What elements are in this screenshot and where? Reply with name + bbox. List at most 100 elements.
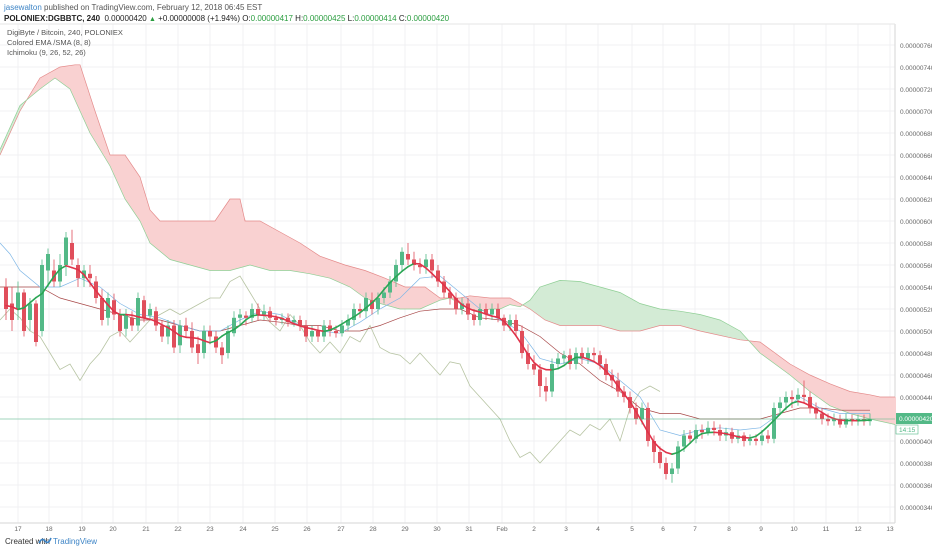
ema-segment: [317, 329, 325, 333]
ema-segment: [443, 284, 451, 293]
candle-body: [28, 303, 32, 320]
cloud-segment: [592, 284, 594, 326]
ema-segment: [227, 328, 235, 334]
ema-segment: [149, 318, 157, 323]
cloud-segment: [114, 155, 116, 180]
cloud-segment: [192, 221, 194, 267]
cloud-segment: [602, 287, 604, 327]
cloud-segment: [158, 218, 160, 252]
candle-body: [220, 347, 224, 356]
cloud-segment: [510, 298, 512, 306]
cloud-segment: [796, 367, 798, 382]
cloud-segment: [34, 84, 36, 94]
cloud-segment: [436, 295, 438, 302]
cloud-segment: [676, 310, 678, 326]
ema-segment: [143, 317, 151, 321]
x-tick-label: 3: [564, 526, 568, 533]
cloud-segment: [392, 281, 394, 308]
candle-body: [286, 317, 290, 323]
candle-body: [112, 300, 116, 315]
cloud-segment: [356, 268, 358, 293]
cloud-segment: [552, 282, 554, 324]
cloud-segment: [88, 89, 90, 133]
cloud-segment: [376, 274, 378, 303]
cloud-segment: [590, 284, 592, 326]
cloud-segment: [406, 287, 408, 309]
ema-segment: [419, 263, 427, 269]
x-tick-label: 21: [142, 526, 150, 533]
ema-segment: [701, 431, 709, 435]
x-tick-label: 22: [174, 526, 182, 533]
candle-body: [136, 298, 140, 326]
x-tick-label: 5: [630, 526, 634, 533]
cloud-segment: [542, 285, 544, 320]
cloud-segment: [858, 392, 860, 417]
cloud-segment: [660, 309, 662, 326]
cloud-segment: [784, 359, 786, 373]
cloud-segment: [336, 261, 338, 282]
cloud-segment: [852, 391, 854, 415]
x-tick-label: 13: [886, 526, 894, 533]
cloud-segment: [238, 199, 240, 269]
cloud-segment: [706, 316, 708, 333]
tradingview-brand[interactable]: TradingView: [53, 537, 98, 546]
cloud-segment: [488, 297, 490, 310]
cloud-segment: [362, 269, 364, 298]
cloud-segment: [650, 306, 652, 329]
ema-segment: [281, 317, 289, 322]
ema-segment: [611, 376, 619, 387]
candle-body: [262, 311, 266, 315]
cloud-segment: [808, 373, 810, 392]
candle-body: [568, 355, 572, 364]
cloud-segment: [604, 288, 606, 328]
ema-segment: [749, 435, 757, 439]
author-link[interactable]: jasewalton: [4, 3, 42, 12]
ema-segment: [785, 402, 793, 409]
y-tick-label: 0.00000580: [900, 241, 932, 248]
ema-segment: [401, 265, 409, 273]
cloud-segment: [210, 221, 212, 271]
cloud-segment: [252, 221, 254, 267]
y-tick-label: 0.00000660: [900, 153, 932, 160]
cloud-segment: [850, 391, 852, 415]
cloud-segment: [692, 313, 694, 330]
x-tick-label: 4: [596, 526, 600, 533]
cloud-segment: [306, 246, 308, 274]
cloud-segment: [202, 221, 204, 269]
cloud-segment: [270, 226, 272, 271]
cloud-segment: [300, 243, 302, 273]
cloud-segment: [470, 295, 472, 310]
cloud-segment: [68, 65, 70, 89]
cloud-segment: [688, 312, 690, 329]
price-chart[interactable]: 0.00000760 0.00000740 0.00000720 0.00000700…: [0, 0, 932, 533]
candle-body: [712, 427, 716, 430]
cloud-segment: [360, 269, 362, 296]
ema-segment: [815, 408, 823, 414]
cloud-segment: [90, 95, 92, 137]
candle-body: [196, 344, 200, 353]
candle-body: [706, 427, 710, 433]
cloud-segment: [172, 221, 174, 261]
y-tick-label: 0.00000540: [900, 285, 932, 292]
cloud-segment: [118, 155, 120, 188]
cloud-segment: [512, 299, 514, 306]
cloud-segment: [424, 287, 426, 308]
ema-segment: [41, 284, 49, 295]
cloud-segment: [32, 87, 34, 96]
cloud-segment: [420, 287, 422, 309]
cloud-segment: [248, 221, 250, 266]
candle-body: [598, 355, 602, 364]
candle-body: [16, 292, 20, 309]
ema-segment: [659, 447, 667, 454]
candle-body: [688, 435, 692, 439]
candle-body: [70, 243, 74, 260]
cloud-segment: [810, 375, 812, 393]
cloud-segment: [826, 382, 828, 405]
cloud-segment: [640, 303, 642, 331]
cloud-segment: [570, 280, 572, 326]
y-tick-label: 0.00000480: [900, 351, 932, 358]
cloud-segment: [372, 273, 374, 302]
candle-body: [754, 438, 758, 441]
cloud-segment: [48, 72, 50, 84]
cloud-segment: [634, 300, 636, 331]
